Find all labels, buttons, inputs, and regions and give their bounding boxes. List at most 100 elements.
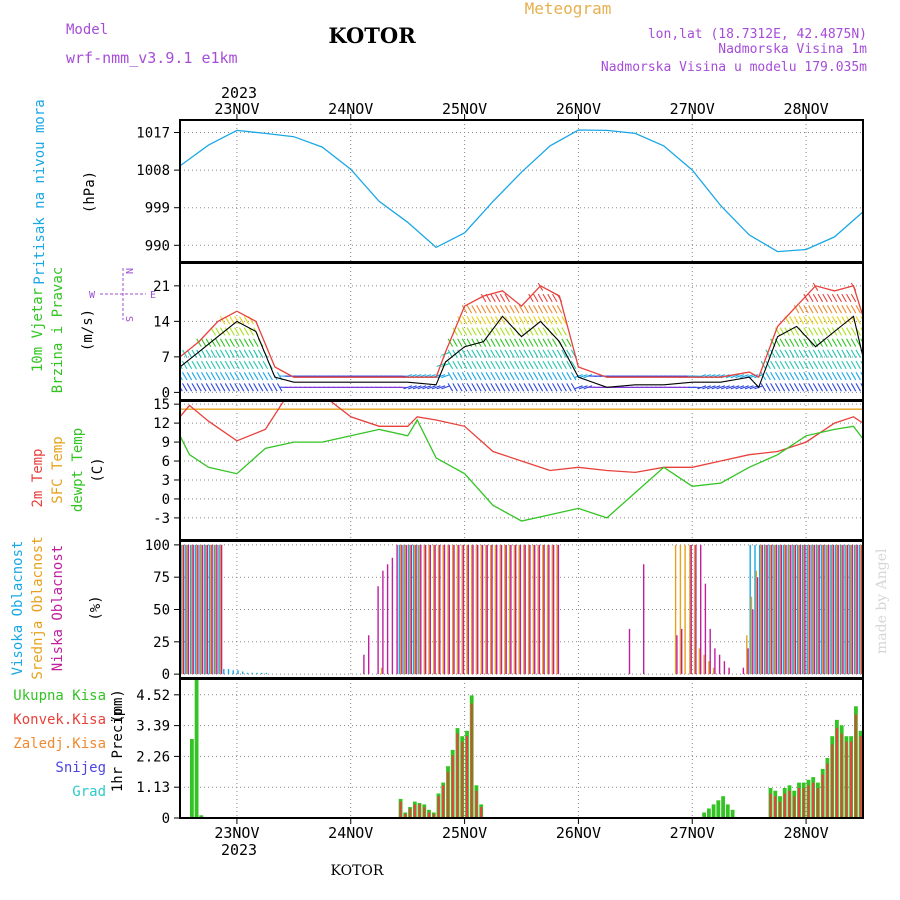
wind-barb <box>238 327 245 336</box>
precip-series <box>180 679 863 818</box>
wind-barb <box>770 349 776 358</box>
wind-barb <box>765 383 771 392</box>
wind-barb <box>793 327 800 336</box>
wind-barb <box>514 349 520 358</box>
wind-barb <box>518 316 525 325</box>
wind-barb <box>476 316 482 325</box>
wind-barb <box>485 383 491 392</box>
wind-barb <box>480 327 487 336</box>
wind-barb <box>552 360 558 370</box>
wind-barb <box>547 349 553 358</box>
wind-barb <box>740 385 749 390</box>
wind-barb <box>749 374 759 379</box>
wind-barb <box>457 327 463 336</box>
wind-barb <box>740 374 749 379</box>
wind-barb <box>219 372 226 381</box>
wind-barb <box>735 374 745 379</box>
station-title: KOTOR <box>328 23 416 48</box>
wind-barb <box>248 338 254 347</box>
y-tick-label: 0 <box>162 811 170 827</box>
y-tick-label: 4.52 <box>136 688 170 704</box>
wind-barb <box>461 338 468 347</box>
wind-barb <box>528 316 534 325</box>
wind-barb <box>836 293 842 303</box>
legend-freezing-rain: Zaledj.Kisa <box>13 736 106 752</box>
wind-barb <box>224 383 231 392</box>
wind-barb <box>210 349 216 358</box>
wind-barb <box>831 349 838 358</box>
coordinates: lon,lat (18.7312E, 42.4875N) <box>648 27 867 42</box>
wind-barb <box>528 338 534 347</box>
wind-barb <box>499 305 506 314</box>
wind-barb <box>452 372 458 381</box>
wind-barb <box>224 327 231 336</box>
x-tick-label-bottom: 27NOV <box>670 824 715 842</box>
wind-barb <box>267 383 273 392</box>
wind-barb <box>812 305 819 314</box>
cloud-unit: (%) <box>88 595 104 620</box>
wind-barb <box>779 349 786 358</box>
precip-total-bar <box>190 739 194 818</box>
wind-barb <box>248 360 254 370</box>
x-tick-label-bottom: 24NOV <box>328 824 373 842</box>
wind-barb <box>243 349 250 358</box>
wind-barb <box>846 383 852 392</box>
wind-barb <box>452 383 458 392</box>
wind-barb <box>205 372 212 381</box>
wind-barb <box>257 349 264 358</box>
wind-barb <box>730 385 740 390</box>
wind-barb <box>841 349 847 358</box>
wind-barb <box>574 385 583 390</box>
wind-barb <box>436 374 446 379</box>
year-label-top: 2023 <box>221 84 257 102</box>
wind-barb <box>855 372 861 381</box>
wind-barb <box>452 360 458 370</box>
wind-barb <box>528 293 534 303</box>
wind-barb <box>860 338 863 344</box>
wind-barb <box>542 360 548 370</box>
wind-barb <box>770 383 776 392</box>
wind-barb <box>490 316 496 325</box>
y-tick-label: 1008 <box>136 163 170 179</box>
wind-barb <box>583 374 593 379</box>
model-elevation: Nadmorska Visina u modelu 179.035m <box>601 60 867 75</box>
wind-barb <box>706 385 716 390</box>
wind-barb <box>711 385 721 390</box>
wind-barb <box>253 383 259 392</box>
wind-barb <box>441 362 450 368</box>
temperature-series <box>180 401 863 522</box>
wind-barb <box>570 383 577 392</box>
wind-barb <box>234 316 240 325</box>
wind-barb <box>537 383 544 392</box>
wind-barb <box>229 383 235 392</box>
legend-total-rain: Ukupna Kisa <box>13 688 106 704</box>
precip-convective-bar <box>456 733 459 818</box>
y-tick-label: 0 <box>162 667 170 683</box>
wind-barb <box>196 383 202 392</box>
wind-barb <box>566 383 572 392</box>
precip-convective-bar <box>821 774 824 818</box>
y-tick-label: 7 <box>162 350 170 366</box>
wind-barb <box>765 360 771 370</box>
wind-barb <box>533 316 539 325</box>
wind-barb <box>817 349 824 358</box>
wind-barb <box>542 349 548 358</box>
wind-barb <box>466 305 473 314</box>
wind-barb <box>808 293 814 303</box>
y-tick-label: 1017 <box>136 126 170 142</box>
wind-barb <box>471 338 477 347</box>
wind-barb <box>537 360 544 370</box>
wind-barb <box>452 338 458 347</box>
precip-convective-bar <box>423 807 426 818</box>
wind-barb <box>793 316 800 325</box>
wind-barb <box>556 383 563 392</box>
low-cloud-axis-title: Niska Oblacnost <box>50 545 66 671</box>
wind-barb <box>476 305 482 314</box>
wind-barb <box>812 282 819 291</box>
wind-barb <box>793 305 800 314</box>
wind-barb <box>533 338 539 347</box>
wind-barb <box>499 383 506 392</box>
wind-barb <box>793 338 800 347</box>
wind-barb <box>514 383 520 392</box>
